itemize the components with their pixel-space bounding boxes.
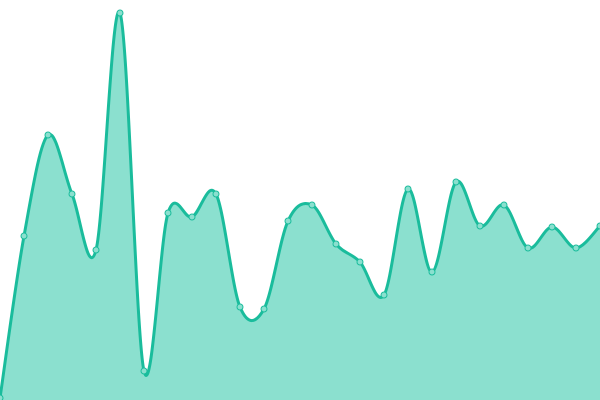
data-point-23 [548, 223, 556, 231]
data-point-12 [284, 217, 292, 225]
data-point-11 [260, 305, 268, 313]
data-point-8 [188, 213, 196, 221]
data-point-3 [68, 190, 76, 198]
data-point-7 [164, 209, 172, 217]
data-point-21 [500, 201, 508, 209]
data-points [0, 9, 600, 400]
data-point-10 [236, 303, 244, 311]
data-point-6 [140, 367, 148, 375]
data-point-22 [524, 244, 532, 252]
data-point-17 [404, 185, 412, 193]
data-point-15 [356, 258, 364, 266]
data-point-5 [116, 9, 124, 17]
data-point-14 [332, 240, 340, 248]
data-point-0 [0, 394, 4, 400]
data-point-4 [92, 246, 100, 254]
data-point-20 [476, 222, 484, 230]
data-point-25 [596, 222, 600, 230]
data-point-18 [428, 268, 436, 276]
data-point-1 [20, 232, 28, 240]
data-point-19 [452, 178, 460, 186]
data-point-13 [308, 201, 316, 209]
data-point-16 [380, 291, 388, 299]
data-point-24 [572, 244, 580, 252]
data-point-2 [44, 131, 52, 139]
data-point-9 [212, 190, 220, 198]
